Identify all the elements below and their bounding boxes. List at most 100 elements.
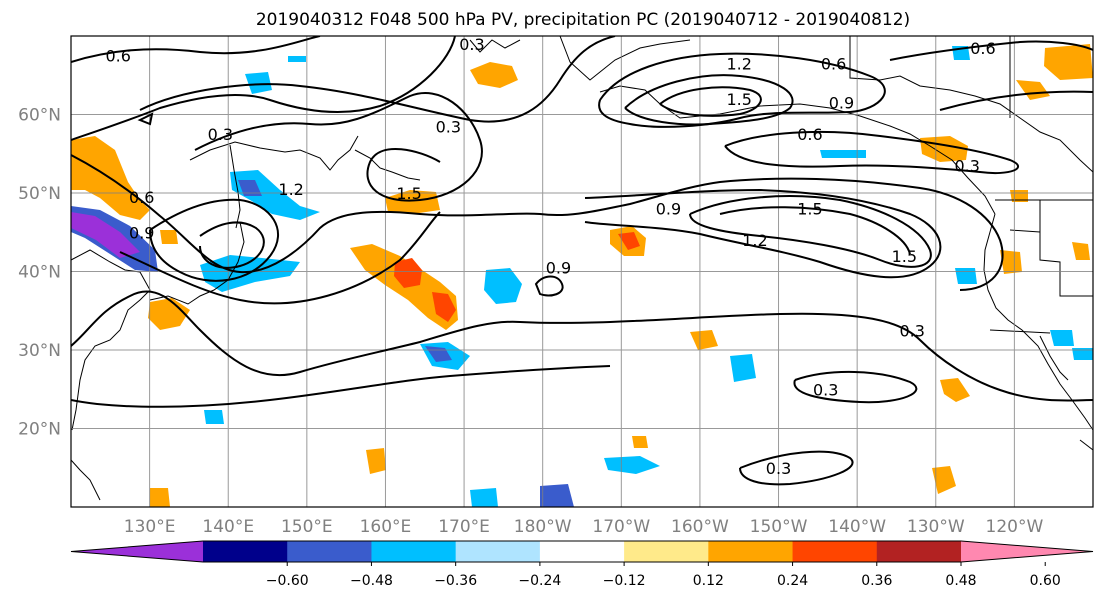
map-frame — [70, 35, 1094, 508]
contour-label: 0.6 — [129, 188, 154, 207]
colorbar-segment — [792, 541, 878, 562]
contour-label: 0.6 — [105, 47, 130, 66]
latitude-label: 20°N — [18, 420, 61, 440]
map-title: 2019040312 F048 500 hPa PV, precipitatio… — [256, 10, 910, 30]
colorbar-segment — [708, 541, 794, 562]
precip-strong-positive — [432, 292, 456, 322]
contour-label: 1.5 — [727, 90, 752, 109]
pv-contour — [137, 112, 154, 126]
colorbar-tick-label: −0.12 — [603, 573, 646, 589]
pv-contours — [71, 36, 1093, 486]
pv-contour — [719, 206, 911, 255]
pv-contour — [139, 36, 616, 123]
country-border — [989, 329, 1051, 334]
latitude-label: 60°N — [18, 106, 61, 126]
contour-label: 1.2 — [727, 54, 752, 73]
longitude-label: 120°W — [986, 517, 1044, 537]
pv-contour — [194, 92, 483, 202]
pv-contour — [793, 370, 918, 404]
colorbar-segment — [455, 541, 541, 562]
pv-contour — [71, 365, 611, 408]
precip-negative-area — [204, 410, 224, 424]
colorbar: −0.60 −0.48 −0.36 −0.24 −0.12 0.12 0.24 0.36 0.4… — [70, 540, 1094, 589]
contour-label: 1.5 — [797, 200, 822, 219]
precip-negative-area — [730, 354, 756, 382]
pv-contour — [119, 211, 441, 305]
longitude-label: 160°W — [671, 517, 729, 537]
contour-label: 1.5 — [892, 247, 917, 266]
colorbar-segment — [287, 541, 372, 562]
latitude-label: 30°N — [18, 341, 61, 361]
precip-positive-area — [385, 190, 440, 214]
pv-contour — [889, 40, 1093, 61]
coastline — [354, 149, 421, 181]
contour-label: 0.3 — [766, 459, 791, 478]
coastline — [71, 459, 101, 501]
pv-contour — [199, 221, 265, 269]
precip-negative-area — [238, 180, 262, 196]
contour-label: 0.6 — [970, 39, 995, 58]
precip-positive-area — [1016, 80, 1050, 100]
pv-contour — [739, 450, 854, 486]
contour-label: 1.2 — [278, 180, 303, 199]
precip-positive-area — [150, 488, 170, 507]
contour-label: 0.6 — [821, 54, 846, 73]
precip-negative-area — [470, 488, 498, 507]
colorbar-segment — [203, 541, 288, 562]
precip-positive-area — [366, 448, 386, 474]
longitude-label: 180°W — [514, 517, 572, 537]
precip-positive-area — [690, 330, 718, 350]
longitude-label: 170°W — [592, 517, 650, 537]
colorbar-tick-label: −0.48 — [350, 573, 393, 589]
contour-label: 0.3 — [813, 380, 838, 399]
colorbar-segment — [876, 541, 962, 562]
precip-positive-area — [1044, 44, 1093, 80]
coastline — [1079, 439, 1093, 451]
contour-label: 1.2 — [742, 231, 767, 250]
latitude-labels: 60°N 50°N 40°N 30°N 20°N — [18, 106, 61, 440]
colorbar-extend-high — [961, 541, 1093, 562]
pv-contour — [534, 275, 564, 297]
precip-negative-area — [820, 150, 866, 158]
state-border — [1039, 200, 1093, 297]
colorbar-segment — [624, 541, 709, 562]
contour-label: 0.3 — [459, 35, 484, 54]
precip-positive-area — [932, 466, 956, 494]
precip-strong-positive — [618, 232, 640, 250]
longitude-label: 130°E — [124, 517, 176, 537]
colorbar-segment — [539, 541, 625, 562]
contour-label: 0.6 — [797, 125, 822, 144]
longitude-label: 140°W — [828, 517, 886, 537]
precip-positive-area — [632, 436, 648, 448]
coastline — [1039, 335, 1069, 381]
longitude-label: 160°E — [360, 517, 412, 537]
pv-contour — [71, 36, 321, 63]
state-border — [1009, 229, 1041, 233]
colorbar-tick-label: 0.36 — [861, 573, 892, 589]
longitude-label: 140°E — [202, 517, 254, 537]
contour-label: 0.3 — [899, 321, 924, 340]
contour-label: 0.9 — [656, 200, 681, 219]
contour-labels: 0.6 0.3 1.2 0.6 0.6 1.5 0.9 0.3 0.3 0.6 0.3 1.2 1.5 0… — [105, 35, 995, 478]
precip-positive-area — [148, 298, 190, 330]
coastline — [469, 39, 521, 53]
pv-contour — [689, 195, 932, 268]
pv-contour — [624, 74, 794, 126]
precip-negative-area — [604, 456, 660, 474]
precip-positive-area — [160, 230, 178, 244]
precip-negative-area — [288, 56, 306, 62]
colorbar-tick-label: −0.60 — [266, 573, 309, 589]
colorbar-tick-label: −0.24 — [518, 573, 561, 589]
pv-contour — [584, 188, 942, 279]
colorbar-tick-label: −0.36 — [434, 573, 477, 589]
colorbar-extend-low — [71, 541, 203, 562]
precip-strong-positive — [394, 258, 422, 288]
precip-positive-area — [470, 62, 518, 88]
longitude-labels: 130°E 140°E 150°E 160°E 170°E 180°W 170°W 160°W… — [124, 517, 1044, 537]
longitude-label: 170°E — [438, 517, 490, 537]
precip-positive-area — [940, 378, 970, 402]
longitude-label: 150°E — [281, 517, 333, 537]
colorbar-outline — [70, 540, 1094, 563]
contour-label: 0.3 — [208, 125, 233, 144]
pv-contour — [149, 198, 280, 282]
